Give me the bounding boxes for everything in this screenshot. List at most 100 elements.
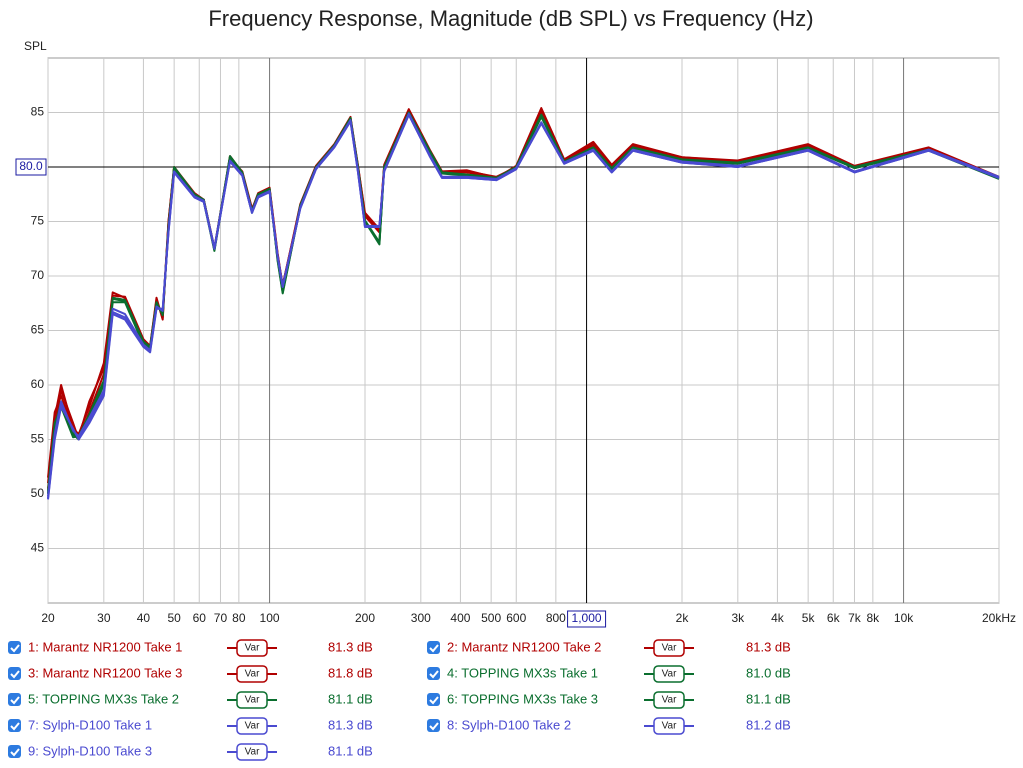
legend-entry[interactable]: 5: TOPPING MX3s Take 2 Var 81.1 dB	[8, 691, 373, 709]
x-tick-label: 30	[97, 611, 111, 625]
legend-label: 4: TOPPING MX3s Take 1	[447, 665, 598, 680]
legend-entry[interactable]: 2: Marantz NR1200 Take 2 Var 81.3 dB	[427, 639, 791, 657]
y-tick-label: 60	[31, 377, 45, 391]
y-tick-label: 50	[31, 486, 45, 500]
var-button-label: Var	[662, 669, 677, 680]
x-tick-label: 100	[260, 611, 280, 625]
y-tick-label: 65	[31, 323, 45, 337]
legend-label: 9: Sylph-D100 Take 3	[28, 743, 152, 758]
legend-checkbox[interactable]	[427, 719, 440, 732]
legend-level: 81.1 dB	[328, 743, 373, 758]
var-button-label: Var	[245, 669, 260, 680]
legend-level: 81.3 dB	[328, 639, 373, 654]
y-tick-label: 45	[31, 541, 45, 555]
legend-level: 81.1 dB	[746, 691, 791, 706]
checkmark	[429, 722, 439, 731]
legend-checkbox[interactable]	[427, 641, 440, 654]
x-tick-label: 70	[214, 611, 228, 625]
legend-checkbox[interactable]	[8, 641, 21, 654]
legend-entry[interactable]: 9: Sylph-D100 Take 3 Var 81.1 dB	[8, 743, 373, 761]
x-tick-label: 600	[506, 611, 526, 625]
x-tick-label: 40	[137, 611, 151, 625]
legend-checkbox[interactable]	[8, 745, 21, 758]
checkmark	[429, 644, 439, 653]
x-tick-label: 5k	[802, 611, 816, 625]
var-button[interactable]	[653, 717, 685, 735]
var-button[interactable]	[236, 665, 268, 683]
var-button[interactable]	[236, 691, 268, 709]
var-button[interactable]	[653, 691, 685, 709]
x-tick-label: 7k	[848, 611, 862, 625]
legend-level: 81.3 dB	[328, 717, 373, 732]
legend-level: 81.3 dB	[746, 639, 791, 654]
var-button-label: Var	[245, 721, 260, 732]
var-button[interactable]	[236, 639, 268, 657]
var-button-label: Var	[245, 643, 260, 654]
legend-label: 8: Sylph-D100 Take 2	[447, 717, 571, 732]
y-tick-label: 85	[31, 105, 45, 119]
legend-label: 6: TOPPING MX3s Take 3	[447, 691, 598, 706]
chart-title: Frequency Response, Magnitude (dB SPL) v…	[208, 6, 813, 31]
legend-label: 5: TOPPING MX3s Take 2	[28, 691, 179, 706]
var-button-label: Var	[245, 747, 260, 758]
checkmark	[429, 670, 439, 679]
x-tick-label: 2k	[676, 611, 690, 625]
legend-checkbox[interactable]	[8, 719, 21, 732]
legend-checkbox[interactable]	[427, 667, 440, 680]
checkmark	[10, 748, 20, 757]
var-button[interactable]	[653, 665, 685, 683]
cursor-x-label: 1,000	[572, 611, 602, 625]
x-tick-label: 20	[41, 611, 55, 625]
legend-checkbox[interactable]	[8, 693, 21, 706]
x-tick-label: 800	[546, 611, 566, 625]
legend-entry[interactable]: 8: Sylph-D100 Take 2 Var 81.2 dB	[427, 717, 791, 735]
x-tick-label: 200	[355, 611, 375, 625]
x-tick-label: 80	[232, 611, 246, 625]
legend-entry[interactable]: 6: TOPPING MX3s Take 3 Var 81.1 dB	[427, 691, 791, 709]
cursor-label-box	[15, 158, 47, 176]
x-tick-label: 10k	[894, 611, 914, 625]
cursor-label-box	[567, 610, 607, 628]
x-tick-label: 60	[193, 611, 207, 625]
x-tick-label: 4k	[771, 611, 785, 625]
cursor-y-label: 80.0	[19, 159, 43, 173]
legend-level: 81.1 dB	[328, 691, 373, 706]
legend-label: 1: Marantz NR1200 Take 1	[28, 639, 182, 654]
var-button[interactable]	[236, 743, 268, 761]
legend-checkbox[interactable]	[427, 693, 440, 706]
y-tick-label: 70	[31, 268, 45, 282]
checkmark	[10, 696, 20, 705]
legend-entry[interactable]: 1: Marantz NR1200 Take 1 Var 81.3 dB	[8, 639, 373, 657]
checkmark	[10, 670, 20, 679]
x-tick-label: 8k	[867, 611, 881, 625]
legend-entry[interactable]: 3: Marantz NR1200 Take 3 Var 81.8 dB	[8, 665, 373, 683]
x-tick-label: 20kHz	[982, 611, 1016, 625]
legend-level: 81.0 dB	[746, 665, 791, 680]
legend-level: 81.2 dB	[746, 717, 791, 732]
legend-checkbox[interactable]	[8, 667, 21, 680]
x-tick-label: 500	[481, 611, 501, 625]
x-tick-label: 50	[167, 611, 181, 625]
var-button-label: Var	[662, 695, 677, 706]
legend-entry[interactable]: 7: Sylph-D100 Take 1 Var 81.3 dB	[8, 717, 373, 735]
x-tick-label: 6k	[827, 611, 841, 625]
x-tick-label: 400	[450, 611, 470, 625]
x-tick-label: 3k	[731, 611, 745, 625]
checkmark	[10, 644, 20, 653]
y-tick-label: 55	[31, 432, 45, 446]
var-button-label: Var	[245, 695, 260, 706]
legend-level: 81.8 dB	[328, 665, 373, 680]
legend-label: 2: Marantz NR1200 Take 2	[447, 639, 601, 654]
legend-label: 7: Sylph-D100 Take 1	[28, 717, 152, 732]
var-button-label: Var	[662, 643, 677, 654]
y-axis-label: SPL	[24, 39, 47, 53]
checkmark	[10, 722, 20, 731]
legend-entry[interactable]: 4: TOPPING MX3s Take 1 Var 81.0 dB	[427, 665, 791, 683]
var-button[interactable]	[653, 639, 685, 657]
series-line	[47, 113, 1000, 499]
y-tick-label: 75	[31, 214, 45, 228]
var-button-label: Var	[662, 721, 677, 732]
var-button[interactable]	[236, 717, 268, 735]
